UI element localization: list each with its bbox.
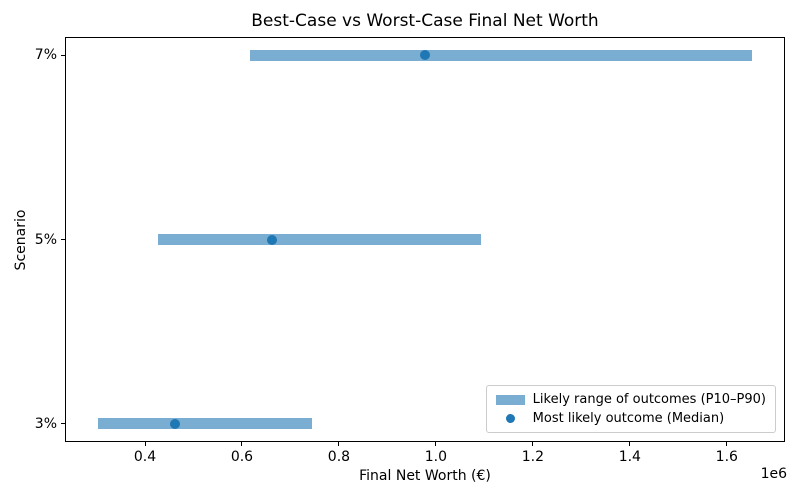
legend-entry-range: Likely range of outcomes (P10–P90) — [495, 392, 766, 407]
x-tick-mark — [144, 442, 146, 446]
legend-label: Most likely outcome (Median) — [532, 411, 725, 426]
y-tick-mark — [61, 239, 65, 240]
x-tick-label: 1.4 — [618, 449, 641, 465]
x-tick-mark — [435, 442, 437, 446]
median-dot — [267, 234, 278, 245]
y-tick-mark — [61, 423, 65, 425]
x-tick-label: 0.4 — [133, 449, 157, 465]
y-tick-label: 7% — [34, 47, 57, 64]
x-tick-mark — [532, 442, 534, 446]
x-tick-label: 0.8 — [327, 449, 351, 465]
y-tick-label: 3% — [34, 415, 57, 432]
x-tick-mark — [338, 442, 340, 446]
legend-entry-median: Most likely outcome (Median) — [496, 411, 766, 426]
x-tick-label: 1.2 — [521, 449, 544, 465]
range-bar — [250, 49, 753, 61]
y-tick-label: 5% — [34, 231, 57, 248]
x-tick-mark — [726, 442, 728, 446]
x-axis-offset-text: 1e6 — [760, 466, 787, 482]
x-axis-label: Final Net Worth (€) — [359, 468, 491, 484]
legend-label: Likely range of outcomes (P10–P90) — [532, 392, 766, 407]
median-dot — [419, 50, 430, 61]
median-dot-swatch-icon — [496, 414, 525, 423]
legend: Likely range of outcomes (P10–P90) Most … — [485, 385, 776, 433]
range-bar — [97, 418, 312, 430]
median-dot — [170, 418, 181, 429]
x-tick-mark — [241, 442, 243, 446]
x-tick-label: 1.6 — [715, 449, 738, 465]
range-bar-swatch-icon — [495, 394, 525, 405]
y-tick-mark — [61, 54, 65, 56]
x-tick-label: 0.6 — [230, 449, 254, 465]
range-bar — [158, 234, 481, 245]
x-tick-label: 1.0 — [424, 449, 448, 465]
chart-title: Best-Case vs Worst-Case Final Net Worth — [251, 11, 599, 31]
x-tick-mark — [629, 442, 631, 446]
